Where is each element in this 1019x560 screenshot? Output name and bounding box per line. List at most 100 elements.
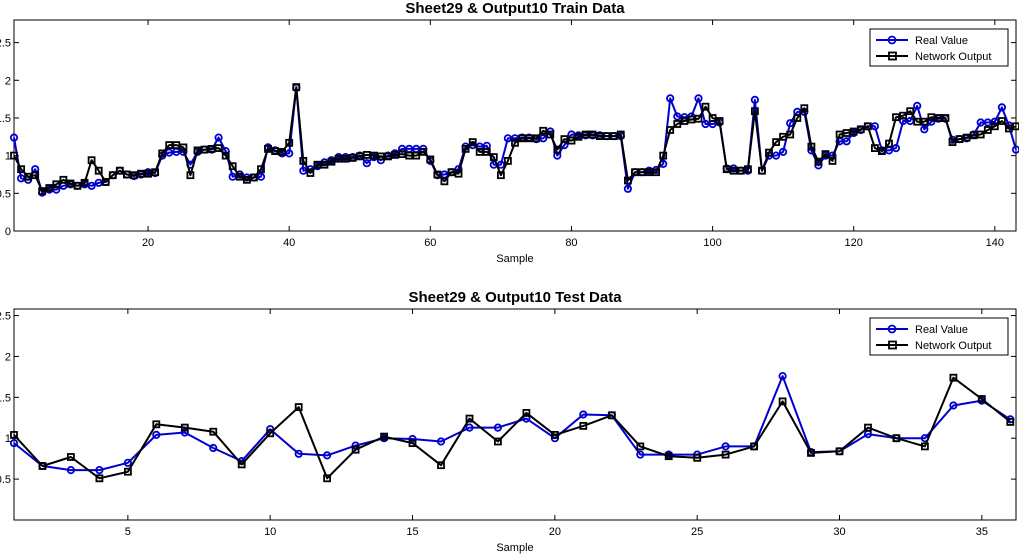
- data-point: [532, 134, 541, 143]
- data-point: [200, 145, 209, 154]
- data-point: [405, 151, 414, 160]
- data-point: [567, 136, 576, 145]
- data-point: [779, 132, 787, 141]
- data-point: [680, 117, 689, 125]
- data-point: [636, 442, 645, 451]
- data-point: [652, 168, 660, 177]
- data-point: [849, 127, 858, 136]
- data-point: [45, 184, 54, 192]
- data-point: [934, 114, 943, 122]
- data-point: [525, 134, 533, 143]
- data-point: [235, 172, 244, 181]
- data-point: [976, 130, 985, 139]
- data-point: [751, 107, 759, 116]
- data-point: [123, 458, 133, 467]
- data-point: [38, 187, 47, 196]
- data-point: [465, 414, 474, 423]
- legend-label: Network Output: [915, 340, 991, 352]
- data-point: [59, 175, 68, 184]
- data-point: [313, 160, 322, 169]
- data-point: [391, 150, 399, 159]
- data-point: [687, 115, 696, 124]
- data-point: [835, 447, 844, 456]
- y-tick-label: 2: [5, 75, 11, 87]
- data-point: [807, 448, 815, 457]
- data-point: [320, 160, 329, 169]
- data-point: [151, 168, 160, 177]
- data-point: [94, 166, 103, 175]
- data-point: [772, 138, 780, 147]
- data-point: [266, 429, 275, 438]
- data-point: [551, 430, 559, 439]
- data-point: [66, 465, 76, 475]
- data-point: [623, 184, 633, 193]
- data-point: [948, 138, 957, 147]
- legend-label: Network Output: [915, 51, 991, 63]
- legend-box: [869, 28, 1009, 67]
- data-point: [722, 165, 731, 174]
- y-tick-label: 2: [5, 351, 11, 363]
- data-point: [130, 171, 138, 180]
- data-point: [842, 129, 851, 137]
- data-point: [398, 150, 407, 159]
- data-point: [80, 178, 89, 187]
- data-point: [294, 403, 303, 412]
- legend: Real Value Network Output: [869, 317, 1009, 356]
- data-point: [659, 151, 668, 160]
- chart-title: Sheet29 & Output10 Test Data: [408, 289, 622, 306]
- data-point: [871, 144, 879, 153]
- data-point: [137, 169, 145, 178]
- data-point: [579, 421, 588, 430]
- data-point: [369, 151, 378, 160]
- data-point: [299, 166, 308, 175]
- series-network-output: [10, 373, 1015, 483]
- data-point: [891, 144, 901, 153]
- x-tick-label: 80: [565, 237, 577, 249]
- data-point: [701, 102, 710, 111]
- data-point: [786, 119, 795, 128]
- data-point: [384, 152, 392, 161]
- data-point: [1005, 124, 1013, 133]
- data-point: [511, 138, 519, 147]
- data-point: [664, 452, 673, 461]
- data-point: [285, 138, 294, 147]
- data-point: [482, 147, 491, 156]
- data-point: [885, 139, 893, 148]
- y-tick-label: 1: [5, 151, 11, 163]
- chart-title: Sheet29 & Output10 Train Data: [405, 0, 625, 17]
- data-point: [814, 157, 823, 166]
- data-point: [323, 474, 332, 483]
- data-point: [553, 145, 562, 154]
- data-point: [955, 135, 964, 144]
- y-tick-label: 0.5: [0, 188, 11, 200]
- data-point: [983, 126, 992, 134]
- data-point: [66, 179, 75, 188]
- data-point: [123, 170, 131, 179]
- legend: Real Value Network Output: [869, 28, 1009, 67]
- data-point: [990, 122, 999, 131]
- data-point: [408, 439, 417, 448]
- data-point: [257, 165, 265, 174]
- data-point: [835, 130, 844, 139]
- data-point: [433, 170, 442, 179]
- data-point: [1006, 417, 1015, 426]
- data-point: [10, 151, 18, 160]
- plot-area: [13, 308, 1017, 521]
- data-point: [186, 171, 195, 180]
- data-point: [765, 148, 773, 157]
- data-point: [503, 156, 512, 165]
- data-point: [440, 177, 449, 186]
- data-point: [9, 438, 19, 448]
- data-point: [588, 130, 597, 139]
- data-point: [193, 146, 202, 155]
- data-point: [997, 103, 1007, 112]
- data-point: [454, 169, 463, 178]
- data-point: [616, 130, 625, 139]
- data-point: [721, 442, 730, 451]
- data-point: [800, 104, 809, 113]
- y-tick-label: 1: [5, 433, 11, 445]
- data-point: [214, 144, 223, 153]
- data-point: [376, 152, 385, 161]
- data-point: [673, 120, 682, 128]
- data-point: [906, 107, 915, 116]
